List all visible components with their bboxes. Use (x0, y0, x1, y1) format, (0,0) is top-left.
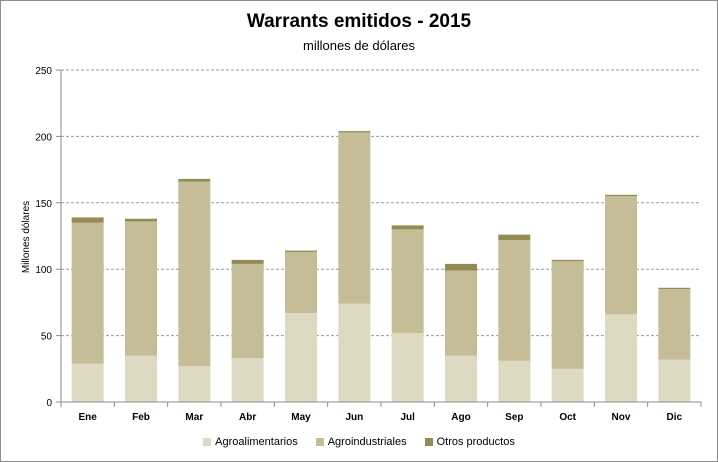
x-tick-label: Feb (132, 412, 150, 423)
bar-may-otros-productos (285, 250, 317, 252)
bar-nov-agroalimentarios (605, 314, 637, 402)
x-tick-label: Sep (505, 412, 523, 423)
bar-feb-agroalimentarios (125, 355, 157, 402)
bar-mar-agroindustriales (178, 181, 211, 367)
chart-subtitle: millones de dólares (302, 38, 415, 53)
legend-item-otros-productos: Otros productos (424, 434, 515, 450)
bar-jul-agroindustriales (391, 229, 424, 333)
y-tick-label: 150 (35, 199, 52, 210)
bar-feb-otros-productos (125, 218, 157, 222)
y-tick-label: 250 (35, 66, 52, 77)
x-tick-label: May (291, 412, 311, 423)
y-tick-label: 0 (46, 398, 52, 409)
y-tick-labels: 0 50 100 150 200 250 (35, 66, 52, 409)
bar-ene-otros-productos (71, 217, 104, 223)
bar-jul-otros-productos (391, 225, 424, 230)
bar-ago-agroalimentarios (445, 355, 477, 402)
legend-swatch (203, 438, 212, 446)
x-tick-label: Oct (559, 412, 576, 423)
bar-abr-agroindustriales (231, 263, 264, 359)
y-tick-label: 100 (35, 265, 52, 276)
legend-swatch (315, 438, 324, 446)
x-tick-labels: Ene Feb Mar Abr May Jun Jul Ago Sep Oct Nov Dic (78, 412, 682, 423)
bar-abr-agroalimentarios (231, 358, 264, 402)
bar-jun-otros-productos (338, 131, 371, 133)
bar-jun-agroalimentarios (338, 303, 371, 402)
x-tick-label: Abr (239, 412, 256, 423)
bar-oct-agroalimentarios (551, 368, 584, 402)
bar-ago-agroindustriales (445, 270, 477, 356)
bar-feb-agroindustriales (125, 221, 157, 356)
bar-dic-agroindustriales (658, 289, 691, 360)
y-tick-label: 200 (35, 132, 52, 143)
bar-nov-otros-productos (605, 194, 637, 197)
bar-nov-agroindustriales (605, 196, 637, 315)
bar-jul-agroalimentarios (391, 332, 424, 402)
legend-swatch (424, 438, 433, 446)
x-tick-label: Jul (400, 412, 415, 423)
legend-item-agroindustriales: Agroindustriales (315, 434, 407, 450)
chart-title: Warrants emitidos - 2015 (246, 11, 472, 32)
legend-label: Agroindustriales (327, 436, 407, 448)
bar-abr-otros-productos (231, 259, 264, 264)
bar-ene-agroindustriales (71, 222, 104, 364)
bar-sep-agroindustriales (498, 239, 531, 361)
bars (71, 131, 691, 402)
x-tick-label: Dic (667, 412, 683, 423)
legend-label: Agroalimentarios (215, 436, 298, 448)
bar-dic-agroalimentarios (658, 359, 691, 402)
gridlines (61, 69, 701, 337)
bar-dic-otros-productos (658, 287, 691, 290)
bar-may-agroalimentarios (285, 313, 317, 402)
bar-oct-agroindustriales (551, 261, 584, 369)
axes (56, 69, 702, 407)
bar-sep-otros-productos (498, 234, 531, 240)
legend-item-agroalimentarios: Agroalimentarios (203, 434, 298, 450)
bar-ene-agroalimentarios (71, 363, 104, 402)
bar-mar-agroalimentarios (178, 366, 211, 402)
bar-mar-otros-productos (178, 178, 211, 182)
x-tick-label: Mar (185, 412, 203, 423)
y-tick-label: 50 (41, 332, 53, 343)
bar-oct-otros-productos (551, 259, 584, 262)
x-tick-label: Nov (612, 412, 631, 423)
y-axis-label: Millones dólares (21, 201, 32, 273)
bar-sep-agroalimentarios (498, 360, 531, 402)
bar-may-agroindustriales (285, 251, 317, 314)
bar-jun-agroindustriales (338, 132, 371, 304)
bar-ago-otros-productos (445, 263, 477, 271)
legend-label: Otros productos (436, 436, 515, 448)
x-tick-label: Jun (345, 412, 363, 423)
legend: Agroalimentarios Agroindustriales Otros … (1, 434, 717, 450)
x-tick-label: Ene (78, 412, 97, 423)
x-tick-label: Ago (451, 412, 470, 423)
